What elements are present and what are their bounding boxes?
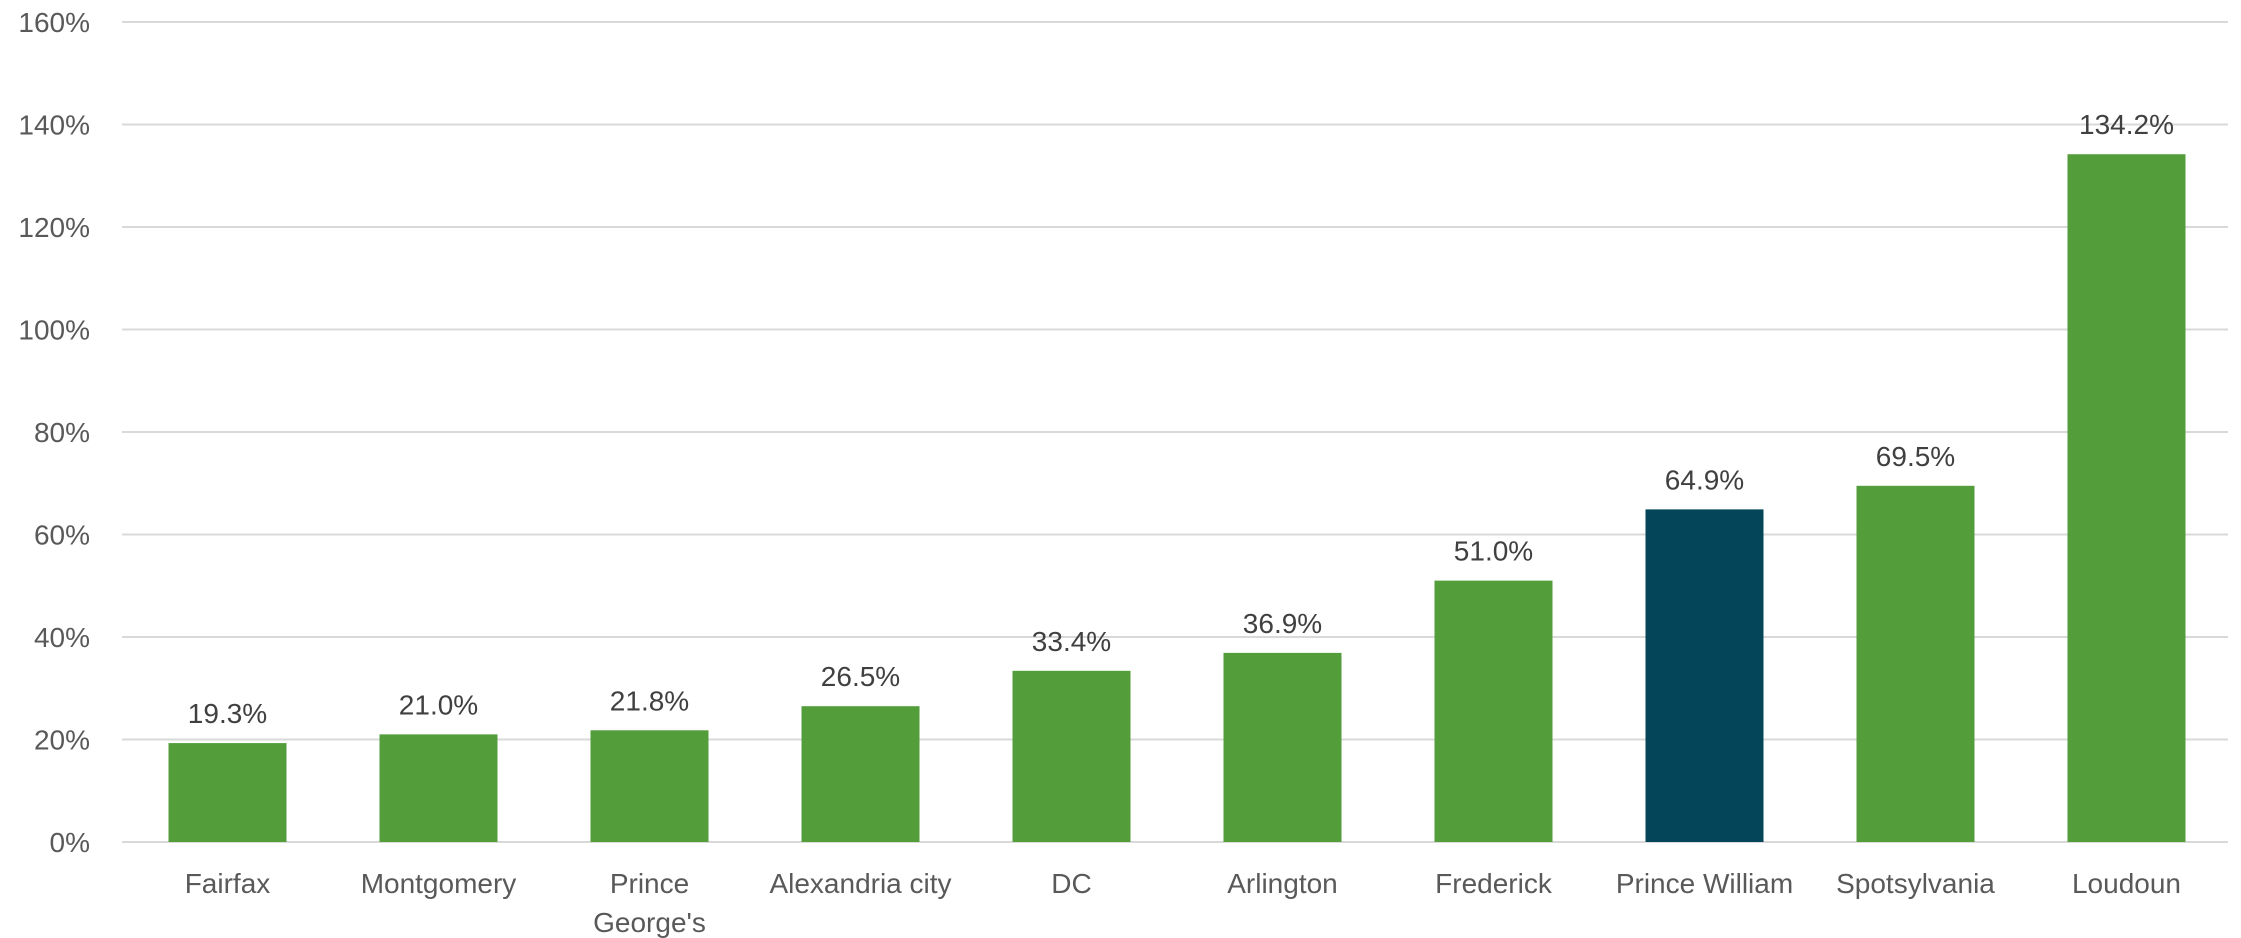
y-tick-label: 100% (18, 315, 90, 346)
y-tick-label: 140% (18, 110, 90, 141)
data-label: 21.0% (399, 689, 478, 720)
data-label: 134.2% (2079, 109, 2174, 140)
bar (379, 734, 498, 842)
y-tick-label: 80% (34, 417, 90, 448)
data-label: 36.9% (1243, 608, 1322, 639)
data-label: 26.5% (821, 661, 900, 692)
bar (590, 730, 709, 842)
bars (168, 154, 2186, 843)
y-axis-tick-labels: 0% 20% 40% 60% 80% 100% 120% 140% 160% (18, 7, 90, 858)
y-tick-label: 60% (34, 520, 90, 551)
data-label: 33.4% (1032, 626, 1111, 657)
category-label: Prince George's (593, 868, 706, 938)
y-tick-label: 120% (18, 212, 90, 243)
x-axis-category-labels: Fairfax Montgomery Prince George's Alexandri… (185, 868, 2181, 938)
y-tick-label: 40% (34, 622, 90, 653)
bar (1012, 670, 1131, 842)
category-label: Montgomery (361, 868, 517, 899)
category-label: DC (1051, 868, 1091, 899)
data-label: 69.5% (1876, 441, 1955, 472)
bar (1856, 485, 1975, 842)
data-label: 19.3% (188, 698, 267, 729)
data-label: 64.9% (1665, 464, 1744, 495)
y-tick-label: 160% (18, 7, 90, 38)
bar (1223, 652, 1342, 842)
bar (1645, 509, 1764, 842)
data-label: 51.0% (1454, 536, 1533, 567)
category-label: Frederick (1435, 868, 1553, 899)
category-label: Prince William (1616, 868, 1793, 899)
y-tick-label: 0% (50, 827, 90, 858)
category-label: Arlington (1227, 868, 1338, 899)
bar (2067, 154, 2186, 843)
category-label: Loudoun (2072, 868, 2181, 899)
bar (168, 743, 287, 842)
category-label: Spotsylvania (1836, 868, 1995, 899)
bar (1434, 580, 1553, 842)
data-labels: 19.3% 21.0% 21.8% 26.5% 33.4% 36.9% 51.0% 64.9%… (188, 109, 2174, 729)
category-label: Alexandria city (769, 868, 951, 899)
category-label: Fairfax (185, 868, 271, 899)
y-tick-label: 20% (34, 725, 90, 756)
bar (801, 706, 920, 842)
data-label: 21.8% (610, 685, 689, 716)
